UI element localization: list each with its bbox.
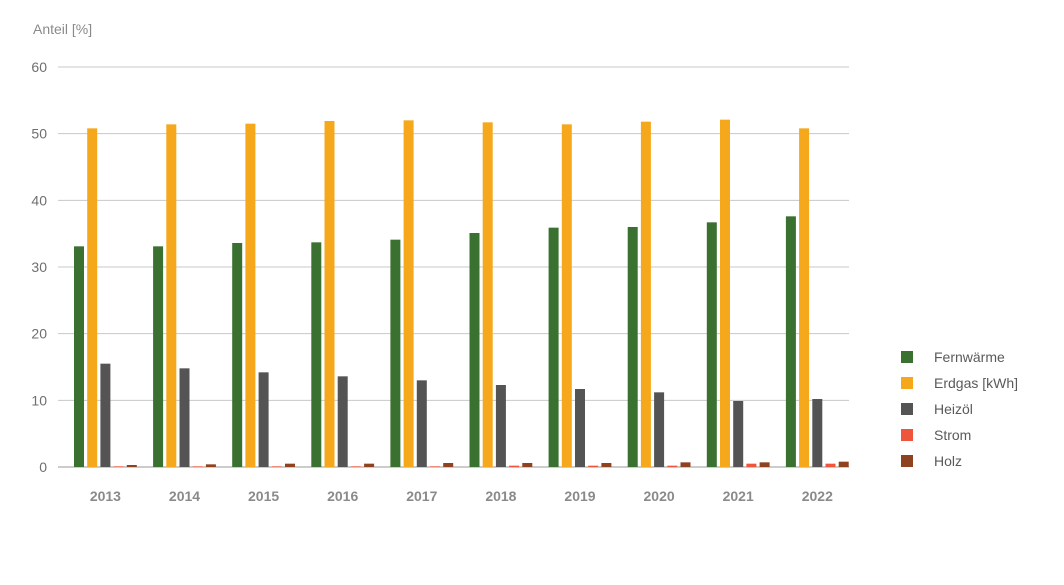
bar-2022-1 (799, 128, 810, 468)
bar-2021-3 (746, 463, 757, 467)
bar-2019-0 (548, 227, 559, 467)
legend-swatch-2 (901, 403, 913, 415)
x-tick-label-2021: 2021 (723, 488, 754, 504)
bar-2016-0 (311, 242, 322, 467)
legend-swatch-3 (901, 429, 913, 441)
legend-label-1: Erdgas [kWh] (934, 375, 1018, 391)
bar-2018-3 (509, 465, 520, 467)
bar-2015-3 (271, 466, 282, 467)
bar-2019-2 (575, 389, 585, 467)
bar-2017-1 (403, 120, 414, 467)
x-tick-label-2016: 2016 (327, 488, 358, 504)
bar-2017-2 (416, 380, 427, 467)
x-tick-label-2015: 2015 (248, 488, 279, 504)
legend-label-2: Heizöl (934, 401, 973, 417)
bars (74, 119, 849, 468)
y-tick-label: 60 (31, 59, 47, 75)
bar-2015-1 (245, 123, 256, 468)
legend-label-4: Holz (934, 453, 962, 469)
bar-2021-4 (759, 462, 770, 467)
y-axis-label: Anteil [%] (33, 21, 92, 37)
bar-2018-4 (522, 463, 533, 467)
bar-2015-4 (285, 463, 295, 467)
x-tick-label-2014: 2014 (169, 488, 200, 504)
x-tick-label-2020: 2020 (644, 488, 675, 504)
y-tick-label: 30 (31, 259, 47, 275)
gridlines (58, 66, 849, 468)
bar-2019-4 (601, 463, 612, 467)
bar-2020-4 (680, 462, 691, 467)
y-tick-label: 20 (31, 326, 47, 342)
x-tick-label-2013: 2013 (90, 488, 121, 504)
legend-swatch-1 (901, 377, 913, 389)
bar-2020-3 (667, 465, 678, 467)
bar-2014-0 (153, 246, 164, 467)
x-tick-label-2019: 2019 (564, 488, 595, 504)
bar-2016-4 (364, 463, 375, 467)
bar-2016-2 (337, 376, 348, 467)
x-tick-labels: 2013 2014 2015 2016 2017 2018 2019 2020 2021 2022 (90, 488, 833, 504)
bar-2022-4 (838, 461, 849, 467)
legend-swatch-4 (901, 455, 913, 467)
y-tick-label: 10 (31, 392, 47, 408)
bar-2013-4 (126, 465, 137, 467)
legend-swatch-0 (901, 351, 913, 363)
legend-label-3: Strom (934, 427, 971, 443)
bar-2020-2 (654, 392, 665, 467)
bar-2013-0 (74, 246, 84, 467)
bar-2013-2 (100, 363, 111, 467)
bar-2015-0 (232, 243, 243, 467)
bar-2016-3 (350, 466, 361, 467)
bar-2020-0 (627, 227, 638, 467)
bar-2017-0 (390, 239, 401, 467)
x-tick-label-2017: 2017 (406, 488, 437, 504)
bar-2018-0 (469, 233, 480, 467)
bar-2022-3 (825, 463, 836, 467)
bar-2017-4 (443, 463, 454, 467)
x-tick-label-2022: 2022 (802, 488, 833, 504)
y-tick-label: 50 (31, 126, 47, 142)
bar-2015-2 (258, 372, 269, 467)
bar-2022-2 (812, 399, 823, 467)
y-tick-labels: 0 10 20 30 40 50 60 (31, 59, 47, 475)
bar-2021-2 (733, 401, 744, 467)
x-tick-label-2018: 2018 (485, 488, 516, 504)
bar-2022-0 (785, 216, 796, 467)
bar-2017-3 (430, 466, 440, 467)
bar-2020-1 (640, 121, 651, 468)
legend: Fernwärme Erdgas [kWh] Heizöl Strom Holz (901, 349, 1018, 469)
bar-2014-2 (179, 368, 190, 467)
bar-2019-3 (588, 465, 599, 467)
bar-2016-1 (324, 121, 335, 467)
bar-2014-3 (192, 466, 203, 467)
bar-2018-2 (495, 385, 506, 467)
bar-2018-1 (482, 122, 493, 467)
bar-2014-1 (166, 124, 177, 467)
y-tick-label: 0 (39, 459, 47, 475)
bar-2021-0 (706, 222, 717, 467)
y-tick-label: 40 (31, 192, 47, 208)
bar-2021-1 (720, 119, 730, 468)
bar-2014-4 (205, 464, 216, 467)
legend-label-0: Fernwärme (934, 349, 1005, 365)
bar-2013-1 (87, 128, 98, 468)
bar-2013-3 (113, 466, 124, 467)
bar-2019-1 (561, 124, 572, 467)
